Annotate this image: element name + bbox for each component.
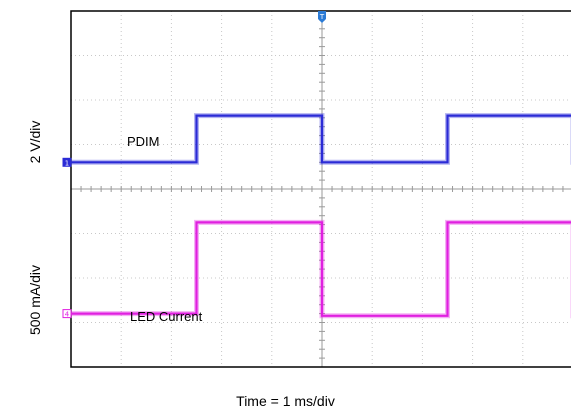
x-axis-label: Time = 1 ms/div (236, 393, 335, 409)
channel-marker-led-current-text: 4 (65, 311, 70, 319)
trace-clip-group (71, 113, 571, 319)
trace-label-led-current: LED Current (130, 309, 203, 324)
y-label-lower: 500 mA/div (27, 265, 43, 335)
trigger-marker-text: T (319, 13, 325, 21)
channel-marker-pdim-text: 1 (65, 159, 69, 167)
channel-marker-led-current (62, 309, 72, 319)
trace-led-current (71, 221, 571, 317)
y-label-upper: 2 V/div (27, 121, 43, 164)
trigger-marker (318, 11, 326, 23)
trace-label-pdim: PDIM (127, 134, 160, 149)
traces (71, 113, 571, 319)
channel-marker-pdim (62, 157, 72, 167)
trace-pdim (71, 114, 571, 164)
markers: 1 4 T (62, 11, 326, 319)
